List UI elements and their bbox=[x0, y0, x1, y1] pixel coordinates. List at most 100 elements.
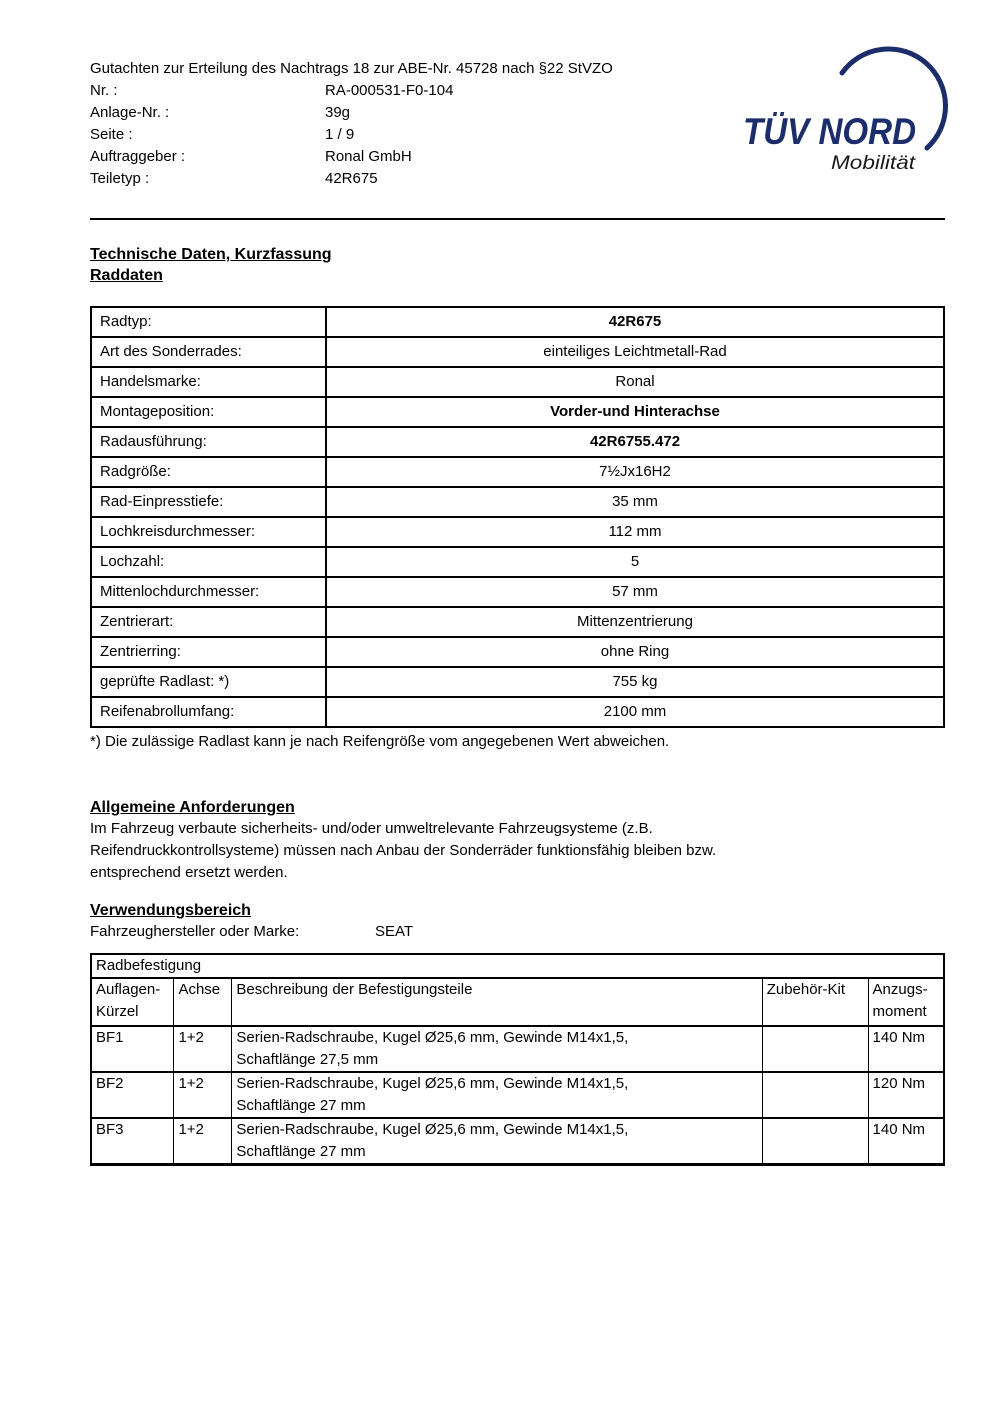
table-row: Zentrierart: Mittenzentrierung bbox=[90, 606, 945, 638]
document-header: Gutachten zur Erteilung des Nachtrags 18… bbox=[90, 46, 948, 190]
cell-anzugsmoment: 140 Nm bbox=[867, 1025, 945, 1073]
tuev-nord-logo: TÜV NORD Mobilität bbox=[741, 42, 951, 174]
cell-beschreibung: Serien-Radschraube, Kugel Ø25,6 mm, Gewi… bbox=[231, 1071, 763, 1119]
column-header: Zubehör-Kit bbox=[761, 977, 869, 1027]
header-field-anlage: Anlage-Nr. : 39g bbox=[90, 102, 945, 124]
column-header: Achse bbox=[173, 977, 233, 1027]
header-field-nr: Nr. : RA-000531-F0-104 bbox=[90, 80, 945, 102]
column-header: Auflagen- Kürzel bbox=[90, 977, 175, 1027]
row-value: 112 mm bbox=[325, 516, 945, 548]
row-value: 42R6755.472 bbox=[325, 426, 945, 458]
cell-anzugsmoment: 120 Nm bbox=[867, 1071, 945, 1119]
field-label: Seite : bbox=[90, 126, 133, 143]
field-value: RA-000531-F0-104 bbox=[325, 82, 454, 99]
cell-kuerzel: BF1 bbox=[90, 1025, 175, 1073]
header-field-auftraggeber: Auftraggeber : Ronal GmbH bbox=[90, 146, 945, 168]
section-body: Im Fahrzeug verbaute sicherheits- und/od… bbox=[90, 820, 717, 881]
tuev-nord-logo-icon: TÜV NORD Mobilität bbox=[743, 46, 948, 174]
row-value: 7½Jx16H2 bbox=[325, 456, 945, 488]
row-label: Radausführung: bbox=[90, 426, 327, 458]
row-value: einteiliges Leichtmetall-Rad bbox=[325, 336, 945, 368]
field-value: 1 / 9 bbox=[325, 126, 355, 143]
table-row: BF3 1+2 Serien-Radschraube, Kugel Ø25,6 … bbox=[90, 1117, 945, 1166]
field-label: Anlage-Nr. : bbox=[90, 104, 170, 121]
row-value: 42R675 bbox=[325, 306, 945, 338]
column-header: Beschreibung der Befestigungsteile bbox=[231, 977, 763, 1027]
section-verwendungsbereich: Verwendungsbereich Fahrzeughersteller od… bbox=[90, 900, 945, 943]
table-row: Montageposition: Vorder-und Hinterachse bbox=[90, 396, 945, 428]
field-label: Nr. : bbox=[90, 82, 118, 99]
table-row: Radgröße: 7½Jx16H2 bbox=[90, 456, 945, 488]
cell-anzugsmoment: 140 Nm bbox=[867, 1117, 945, 1166]
field-value: 39g bbox=[325, 104, 351, 121]
raddaten-table: Radtyp: 42R675 Art des Sonderrades: eint… bbox=[90, 306, 945, 728]
row-label: Rad-Einpresstiefe: bbox=[90, 486, 327, 518]
table-row: BF1 1+2 Serien-Radschraube, Kugel Ø25,6 … bbox=[90, 1025, 945, 1073]
hersteller-row: Fahrzeughersteller oder Marke: SEAT bbox=[90, 921, 945, 943]
cell-zubehoer bbox=[761, 1025, 869, 1073]
radbefestigung-table: Radbefestigung Auflagen- Kürzel Achse Be… bbox=[90, 953, 945, 1166]
cell-achse: 1+2 bbox=[173, 1117, 233, 1166]
section-allgemeine-anforderungen: Allgemeine Anforderungen Im Fahrzeug ver… bbox=[90, 797, 945, 884]
row-label: Reifenabrollumfang: bbox=[90, 696, 327, 728]
row-label: Mittenlochdurchmesser: bbox=[90, 576, 327, 608]
table-row: Zentrierring: ohne Ring bbox=[90, 636, 945, 668]
section-heading: Technische Daten, Kurzfassung bbox=[90, 246, 332, 263]
table-row: Handelsmarke: Ronal bbox=[90, 366, 945, 398]
document-page: Gutachten zur Erteilung des Nachtrags 18… bbox=[90, 46, 948, 1166]
document-title: Gutachten zur Erteilung des Nachtrags 18… bbox=[90, 60, 613, 77]
cell-zubehoer bbox=[761, 1117, 869, 1166]
row-label: Radgröße: bbox=[90, 456, 327, 488]
table-row: Rad-Einpresstiefe: 35 mm bbox=[90, 486, 945, 518]
logo-arc-icon bbox=[839, 46, 948, 151]
table-header-row: Auflagen- Kürzel Achse Beschreibung der … bbox=[90, 977, 945, 1027]
table-row: Mittenlochdurchmesser: 57 mm bbox=[90, 576, 945, 608]
row-label: Lochkreisdurchmesser: bbox=[90, 516, 327, 548]
row-value: ohne Ring bbox=[325, 636, 945, 668]
table-row: geprüfte Radlast: *) 755 kg bbox=[90, 666, 945, 698]
header-divider bbox=[90, 218, 945, 220]
table-row: Lochzahl: 5 bbox=[90, 546, 945, 578]
header-field-seite: Seite : 1 / 9 bbox=[90, 124, 945, 146]
row-label: Montageposition: bbox=[90, 396, 327, 428]
field-value: 42R675 bbox=[325, 170, 378, 187]
row-value: Vorder-und Hinterachse bbox=[325, 396, 945, 428]
hersteller-label: Fahrzeughersteller oder Marke: bbox=[90, 923, 300, 940]
section-heading: Verwendungsbereich bbox=[90, 902, 251, 919]
cell-zubehoer bbox=[761, 1071, 869, 1119]
row-value: 2100 mm bbox=[325, 696, 945, 728]
row-label: Zentrierring: bbox=[90, 636, 327, 668]
logo-brand-text: TÜV NORD bbox=[743, 111, 916, 152]
table-title-row: Radbefestigung bbox=[90, 953, 945, 979]
table-row: BF2 1+2 Serien-Radschraube, Kugel Ø25,6 … bbox=[90, 1071, 945, 1119]
row-label: Lochzahl: bbox=[90, 546, 327, 578]
row-value: 35 mm bbox=[325, 486, 945, 518]
field-label: Teiletyp : bbox=[90, 170, 150, 187]
row-label: geprüfte Radlast: *) bbox=[90, 666, 327, 698]
field-label: Auftraggeber : bbox=[90, 148, 186, 165]
radlast-footnote: *) Die zulässige Radlast kann je nach Re… bbox=[90, 733, 670, 750]
row-label: Zentrierart: bbox=[90, 606, 327, 638]
cell-kuerzel: BF2 bbox=[90, 1071, 175, 1119]
row-value: 5 bbox=[325, 546, 945, 578]
table-title: Radbefestigung bbox=[90, 953, 945, 979]
table-row: Art des Sonderrades: einteiliges Leichtm… bbox=[90, 336, 945, 368]
cell-beschreibung: Serien-Radschraube, Kugel Ø25,6 mm, Gewi… bbox=[231, 1117, 763, 1166]
table-row: Radtyp: 42R675 bbox=[90, 306, 945, 338]
section-heading: Allgemeine Anforderungen bbox=[90, 799, 295, 816]
section-technische-daten: Technische Daten, Kurzfassung Raddaten bbox=[90, 244, 945, 286]
table-row: Radausführung: 42R6755.472 bbox=[90, 426, 945, 458]
table-row: Reifenabrollumfang: 2100 mm bbox=[90, 696, 945, 728]
column-header: Anzugs- moment bbox=[867, 977, 945, 1027]
row-label: Radtyp: bbox=[90, 306, 327, 338]
cell-beschreibung: Serien-Radschraube, Kugel Ø25,6 mm, Gewi… bbox=[231, 1025, 763, 1073]
row-value: Mittenzentrierung bbox=[325, 606, 945, 638]
hersteller-value: SEAT bbox=[375, 923, 414, 940]
row-label: Handelsmarke: bbox=[90, 366, 327, 398]
header-field-teiletyp: Teiletyp : 42R675 bbox=[90, 168, 945, 190]
row-value: Ronal bbox=[325, 366, 945, 398]
field-value: Ronal GmbH bbox=[325, 148, 412, 165]
row-value: 57 mm bbox=[325, 576, 945, 608]
row-label: Art des Sonderrades: bbox=[90, 336, 327, 368]
section-subheading: Raddaten bbox=[90, 267, 163, 284]
